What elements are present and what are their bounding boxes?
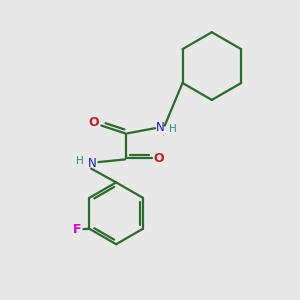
Text: O: O [89, 116, 99, 129]
Text: N: N [156, 121, 165, 134]
Text: F: F [73, 223, 81, 236]
Text: N: N [88, 157, 97, 170]
Text: H: H [169, 124, 176, 134]
Text: H: H [76, 157, 84, 166]
Text: O: O [154, 152, 164, 165]
